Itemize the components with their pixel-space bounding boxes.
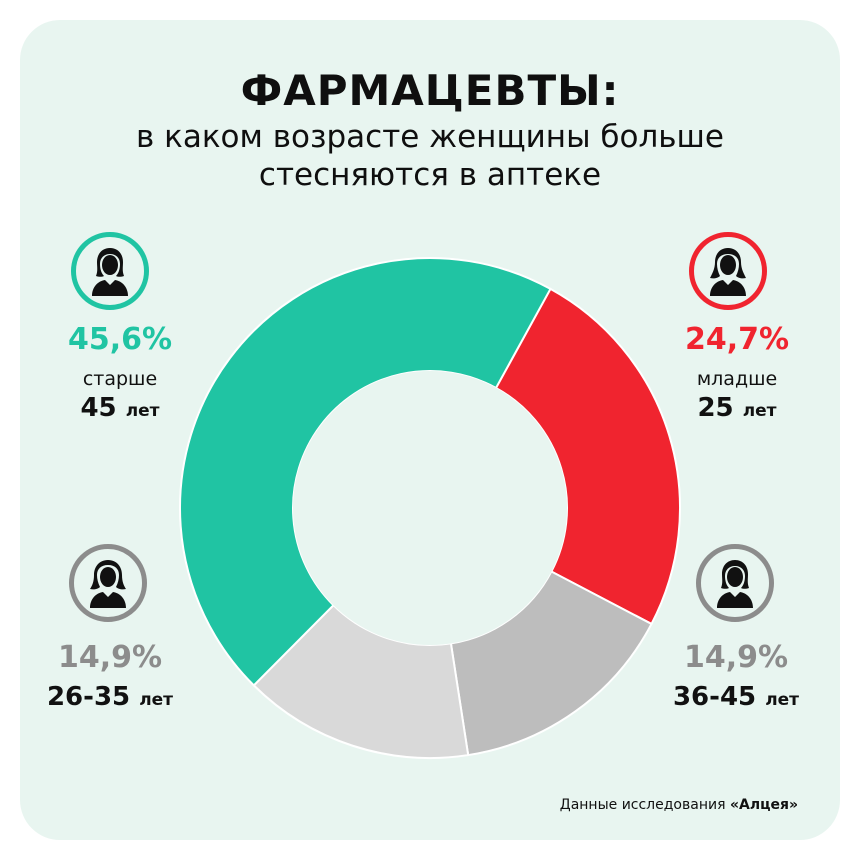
- chart-subtitle: в каком возрасте женщины больше стесняют…: [0, 118, 860, 194]
- label-under25-pct: 24,7%: [684, 322, 790, 357]
- subtitle-line-1: в каком возрасте женщины больше: [135, 119, 725, 155]
- woman-icon: [717, 560, 753, 608]
- subtitle-line-2: стесняются в аптеке: [258, 157, 602, 193]
- label-36-45-age: 36-45 лет: [626, 682, 846, 712]
- avatar-under25: [689, 232, 767, 310]
- label-26-35-age: 26-35 лет: [0, 682, 220, 712]
- label-over45-age: 45 лет: [10, 393, 230, 423]
- label-36-45-unit: лет: [765, 690, 800, 710]
- label-under25-age-value: 25: [697, 393, 734, 423]
- label-36-45-pct: 14,9%: [683, 640, 789, 675]
- data-source-prefix: Данные исследования: [559, 797, 730, 813]
- label-under25-unit: лет: [742, 401, 777, 421]
- label-26-35-unit: лет: [139, 690, 174, 710]
- donut-hole: [293, 371, 567, 645]
- label-over45-unit: лет: [125, 401, 160, 421]
- woman-icon: [710, 248, 746, 296]
- woman-icon: [90, 560, 126, 608]
- data-source: Данные исследования «Алцея»: [560, 797, 798, 813]
- avatar-over45: [71, 232, 149, 310]
- woman-icon: [92, 248, 128, 296]
- label-under25-age: 25 лет: [627, 393, 847, 423]
- label-over45-age-value: 45: [80, 393, 117, 423]
- chart-title: ФАРМАЦЕВТЫ:: [240, 66, 620, 115]
- label-over45-desc: старше: [82, 368, 158, 390]
- label-under25-desc: младше: [696, 368, 778, 390]
- label-36-45-age-value: 36-45: [672, 682, 757, 712]
- label-26-35-pct: 14,9%: [57, 640, 163, 675]
- label-over45-pct: 45,6%: [67, 322, 173, 357]
- data-source-brand: «Алцея»: [729, 797, 798, 813]
- label-26-35-age-value: 26-35: [46, 682, 131, 712]
- avatar-36-45: [696, 544, 774, 622]
- avatar-26-35: [69, 544, 147, 622]
